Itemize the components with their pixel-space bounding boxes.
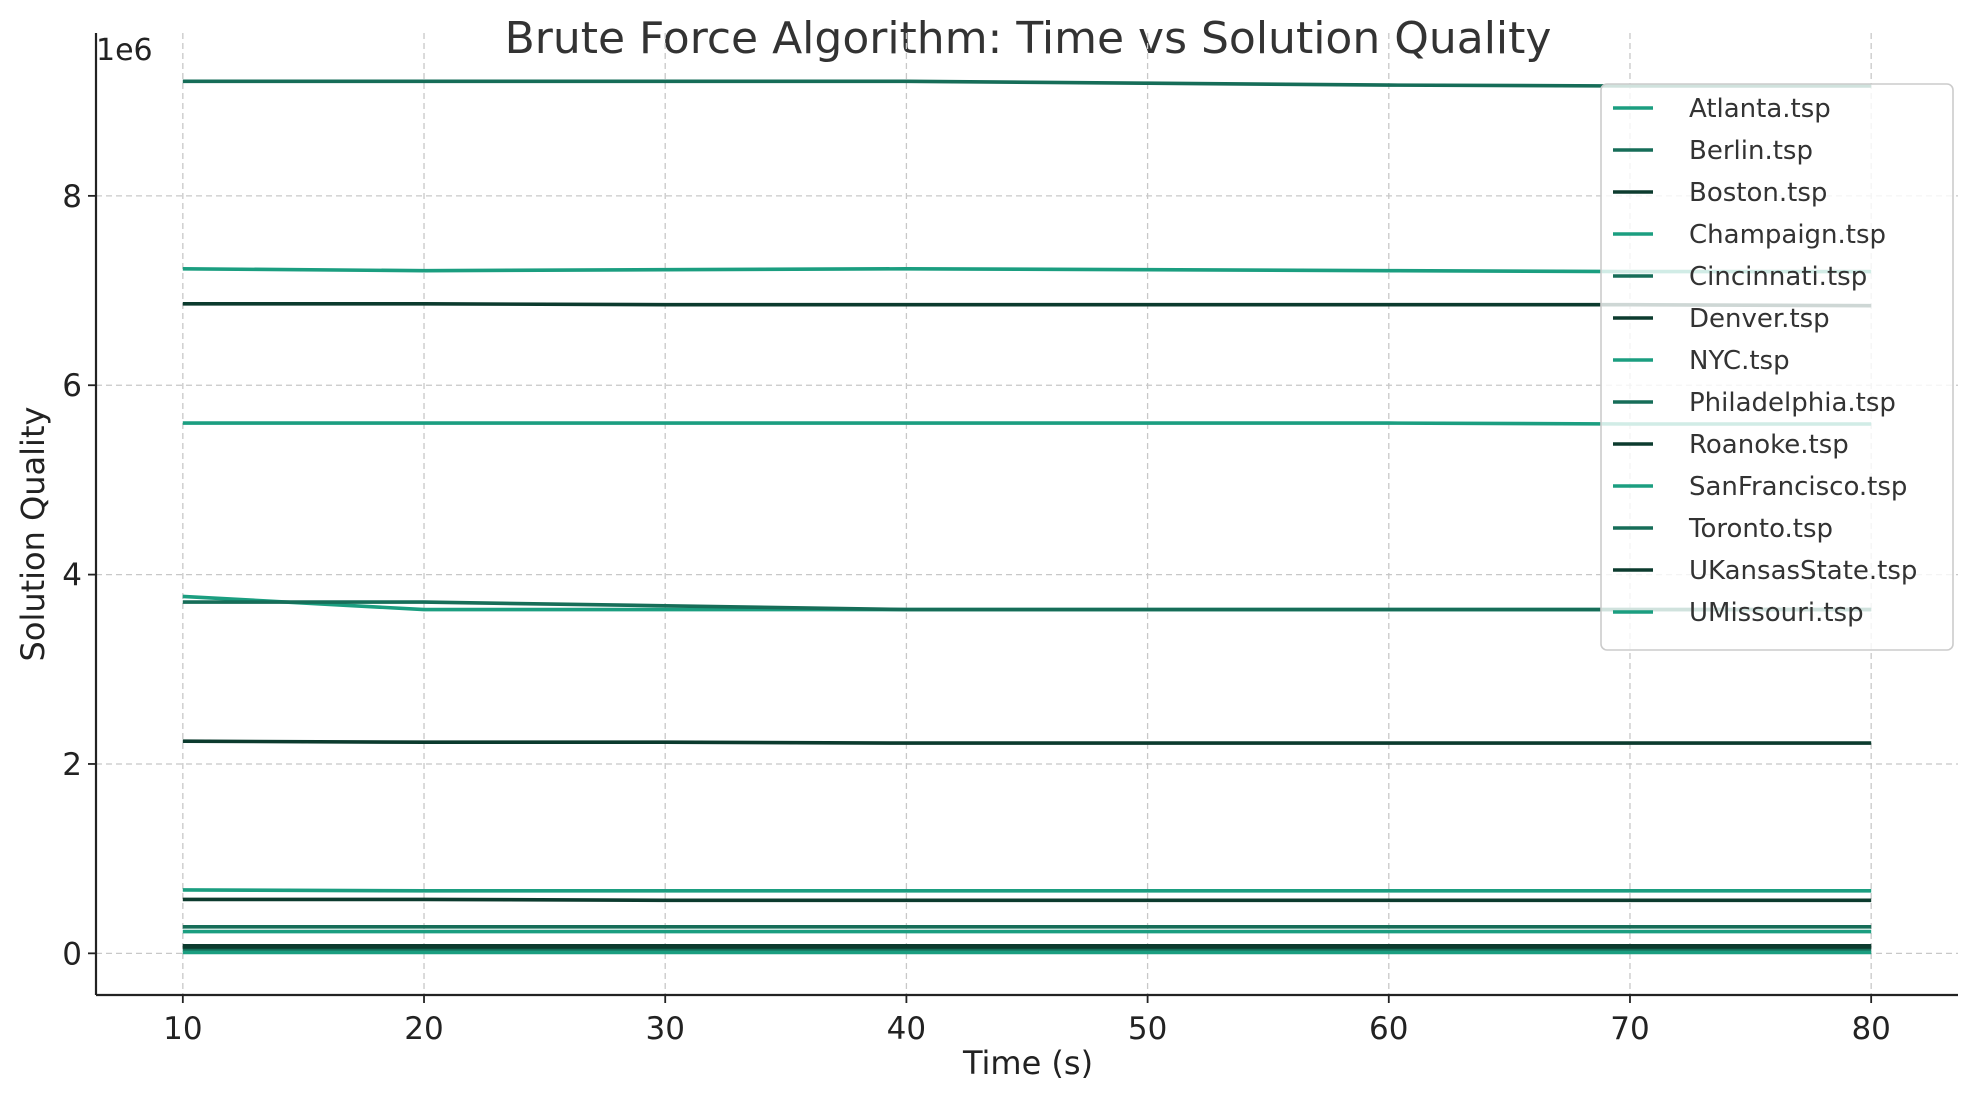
x-tick-label: 40 — [887, 1011, 926, 1047]
x-tick-label: 10 — [163, 1011, 202, 1047]
legend-label: Boston.tsp — [1689, 178, 1827, 208]
y-tick-label: 2 — [62, 747, 82, 783]
y-axis-label: Solution Quality — [14, 407, 52, 662]
chart-title: Brute Force Algorithm: Time vs Solution … — [505, 13, 1552, 64]
legend-label: SanFrancisco.tsp — [1689, 472, 1907, 502]
y-axis-offset-label: 1e6 — [96, 33, 153, 68]
series-line — [182, 897, 1872, 903]
x-tick-label: 80 — [1851, 1011, 1890, 1047]
legend-label: Philadelphia.tsp — [1689, 388, 1896, 418]
legend-label: NYC.tsp — [1689, 346, 1790, 376]
legend-label: Cincinnati.tsp — [1689, 262, 1867, 292]
series-line — [182, 79, 1872, 88]
series-line — [182, 888, 1872, 893]
legend-label: Toronto.tsp — [1688, 514, 1833, 544]
legend: Atlanta.tsp Berlin.tsp Boston.tsp Champaign… — [1600, 83, 1954, 651]
x-tick-label: 50 — [1128, 1011, 1167, 1047]
x-axis-label: Time (s) — [962, 1044, 1093, 1082]
legend-box — [1600, 83, 1954, 651]
legend-label: Champaign.tsp — [1689, 220, 1886, 250]
y-tick-label: 0 — [62, 936, 82, 972]
y-tick-label: 4 — [62, 558, 82, 594]
x-tick-label: 20 — [404, 1011, 443, 1047]
series-line — [182, 739, 1872, 745]
x-tick-label: 60 — [1369, 1011, 1408, 1047]
series-line — [182, 600, 1872, 612]
series-line — [182, 301, 1872, 308]
legend-label: UMissouri.tsp — [1689, 598, 1864, 628]
legend-label: Berlin.tsp — [1689, 136, 1813, 166]
legend-label: UKansasState.tsp — [1689, 556, 1917, 586]
axes: 10 20 30 40 50 60 70 80 0 2 4 6 8 — [62, 33, 1958, 1047]
legend-label: Denver.tsp — [1689, 304, 1830, 334]
x-tick-label: 30 — [645, 1011, 684, 1047]
legend-label: Atlanta.tsp — [1689, 94, 1831, 124]
y-tick-label: 6 — [62, 368, 82, 404]
series-line — [182, 266, 1872, 274]
y-tick-label: 8 — [62, 179, 82, 215]
legend-label: Roanoke.tsp — [1689, 430, 1849, 460]
series-line — [182, 421, 1872, 426]
series-lines — [182, 79, 1872, 955]
x-tick-label: 70 — [1610, 1011, 1649, 1047]
